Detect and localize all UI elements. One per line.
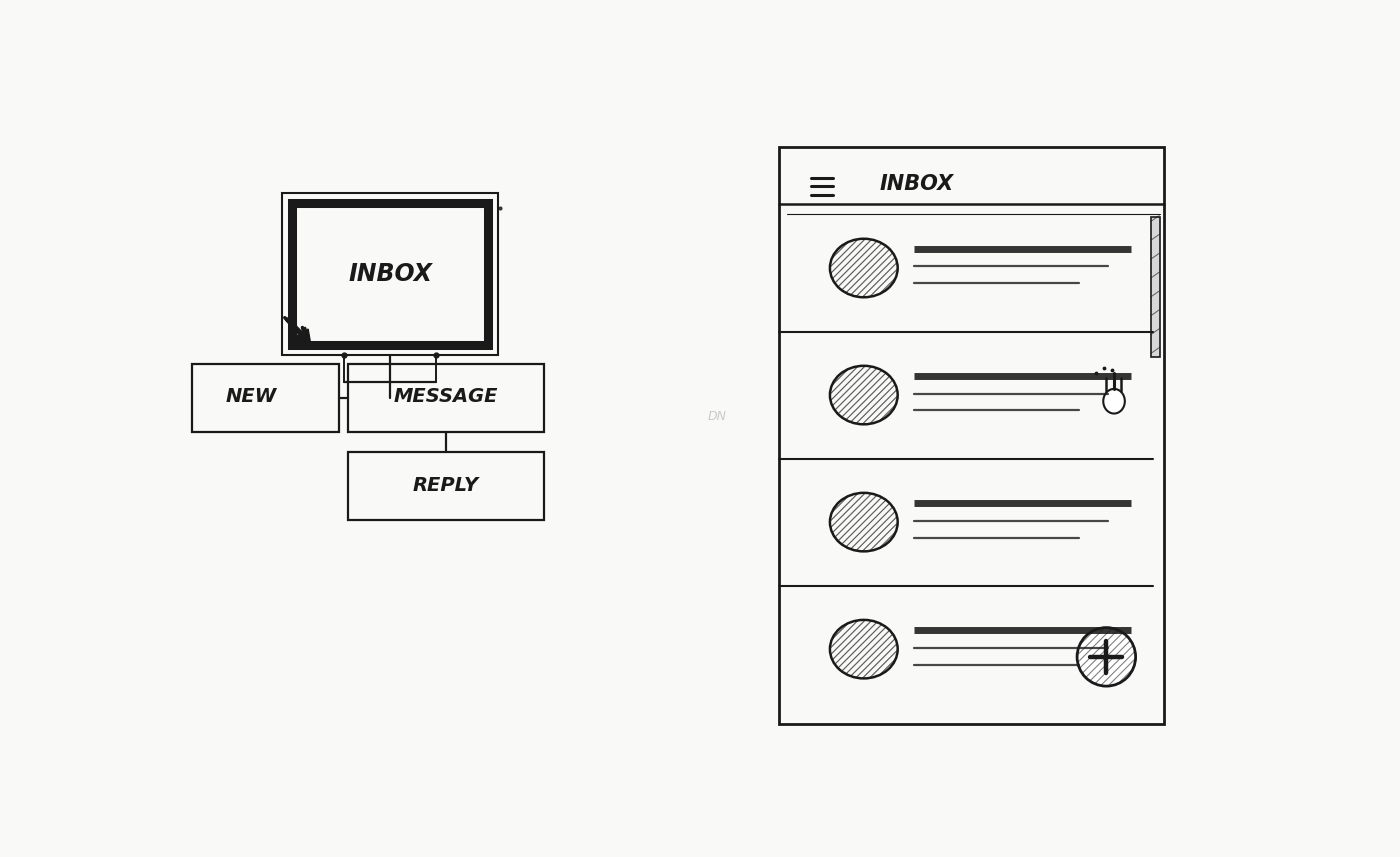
- Bar: [192, 364, 339, 432]
- Text: NEW: NEW: [225, 387, 277, 406]
- Bar: [1151, 217, 1161, 357]
- Bar: [780, 147, 1165, 724]
- Text: INBOX: INBOX: [349, 261, 433, 285]
- Text: INBOX: INBOX: [879, 174, 953, 194]
- Polygon shape: [295, 329, 311, 345]
- Bar: [293, 203, 489, 345]
- Circle shape: [1077, 627, 1135, 686]
- Bar: [349, 364, 545, 432]
- Ellipse shape: [1103, 389, 1124, 414]
- Text: REPLY: REPLY: [413, 476, 479, 495]
- Bar: [349, 452, 545, 520]
- Text: MESSAGE: MESSAGE: [393, 387, 498, 406]
- Text: DN: DN: [708, 410, 727, 423]
- Bar: [283, 193, 498, 355]
